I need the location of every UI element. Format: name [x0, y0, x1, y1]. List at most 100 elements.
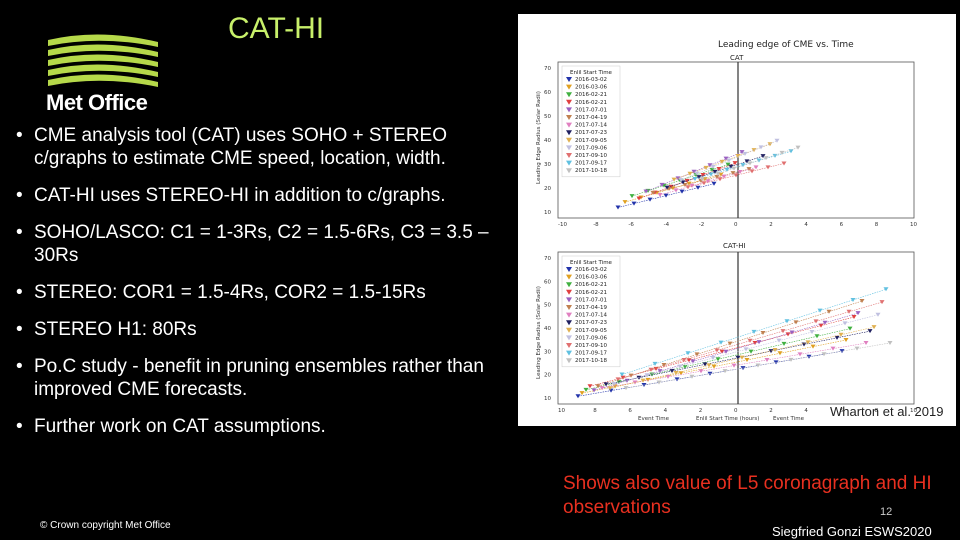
data-marker: [691, 169, 697, 174]
legend-marker: [566, 343, 572, 348]
series-line: [781, 147, 799, 154]
series-line: [683, 350, 718, 361]
legend-box: [561, 65, 621, 178]
cme-figure: Leading edge of CME vs. Time CAT Leading…: [518, 14, 956, 426]
legend-entry: 2017-09-10: [575, 343, 607, 349]
series-line: [700, 365, 735, 372]
series-line: [719, 175, 737, 180]
data-marker: [710, 355, 716, 360]
data-marker: [708, 172, 714, 177]
legend-title: Enlil Start Time: [570, 260, 613, 266]
series-line: [694, 174, 712, 180]
data-marker: [846, 309, 852, 314]
data-marker: [721, 174, 727, 179]
data-marker: [822, 320, 828, 325]
legend-entry: 2017-07-14: [575, 123, 607, 129]
data-marker: [867, 329, 873, 334]
series-line: [693, 164, 711, 173]
series-line: [671, 364, 706, 372]
series-line: [695, 169, 713, 176]
series-line: [774, 342, 809, 351]
data-marker: [699, 177, 705, 182]
legend-entry: 2016-02-21: [575, 100, 607, 106]
series-line: [729, 332, 764, 344]
ytick-label: 10: [544, 396, 551, 402]
legend-marker: [566, 168, 572, 174]
series-line: [613, 374, 648, 385]
legend-marker: [566, 358, 572, 364]
series-line: [701, 173, 719, 180]
series-line: [790, 353, 825, 361]
legend-marker: [566, 350, 572, 356]
data-marker: [620, 375, 626, 380]
series-line: [750, 343, 785, 352]
legend-entry: 2017-09-06: [575, 145, 607, 151]
series-line: [680, 366, 715, 374]
data-marker: [677, 364, 683, 369]
data-marker: [685, 351, 691, 356]
xtick-label: 8: [875, 408, 879, 414]
bullet-item: CME analysis tool (CAT) uses SOHO + STER…: [12, 124, 522, 170]
legend-entry: 2017-07-01: [575, 297, 607, 303]
data-marker: [814, 334, 820, 339]
series-line: [803, 337, 838, 345]
legend-entry: 2017-09-06: [575, 335, 607, 341]
bottom-xlabel-left: Event Time: [638, 416, 670, 422]
series-line: [704, 357, 739, 365]
legend-marker: [566, 305, 572, 310]
data-marker: [595, 384, 601, 389]
series-line: [749, 157, 767, 164]
data-marker: [640, 378, 646, 383]
series-line: [739, 167, 757, 173]
data-marker: [608, 388, 614, 393]
series-line: [753, 320, 788, 333]
data-marker: [694, 352, 700, 357]
legend-entry: 2017-07-01: [575, 107, 607, 113]
data-marker: [663, 193, 669, 198]
legend-entry: 2017-07-23: [575, 320, 607, 326]
data-marker: [810, 344, 816, 349]
series-line: [848, 301, 883, 313]
data-marker: [747, 338, 753, 343]
series-line: [724, 365, 759, 372]
xtick-label: 8: [593, 408, 597, 414]
series-line: [819, 299, 854, 311]
series-line: [820, 316, 855, 326]
ytick-label: 20: [544, 186, 551, 192]
series-line: [783, 335, 818, 345]
data-marker: [685, 185, 691, 190]
data-marker: [723, 156, 729, 161]
legend-marker: [566, 312, 572, 318]
legend-entry: 2017-09-05: [575, 138, 607, 144]
data-marker: [731, 363, 737, 368]
legend-marker: [566, 92, 572, 98]
legend-marker: [566, 297, 572, 303]
legend-entry: 2016-02-21: [575, 92, 607, 98]
data-marker: [740, 163, 746, 168]
series-line: [692, 351, 727, 362]
data-marker: [747, 161, 753, 166]
data-marker: [781, 161, 787, 166]
data-marker: [768, 349, 774, 354]
series-line: [836, 330, 871, 339]
series-line: [645, 184, 663, 192]
series-line: [844, 314, 879, 324]
series-line: [823, 348, 858, 355]
data-marker: [737, 169, 743, 174]
data-marker: [781, 341, 787, 346]
legend-marker: [566, 289, 572, 295]
ytick-label: 40: [544, 138, 551, 144]
legend-marker: [566, 115, 572, 120]
legend-marker: [566, 267, 572, 272]
data-marker: [689, 374, 695, 379]
xtick-label: 10: [910, 408, 917, 414]
data-marker: [777, 351, 783, 356]
series-line: [638, 192, 656, 199]
data-marker: [690, 359, 696, 364]
data-marker: [706, 363, 712, 368]
data-marker: [735, 355, 741, 360]
data-marker: [855, 311, 861, 316]
series-line: [630, 364, 665, 376]
series-line: [705, 161, 723, 169]
data-marker: [725, 162, 731, 167]
